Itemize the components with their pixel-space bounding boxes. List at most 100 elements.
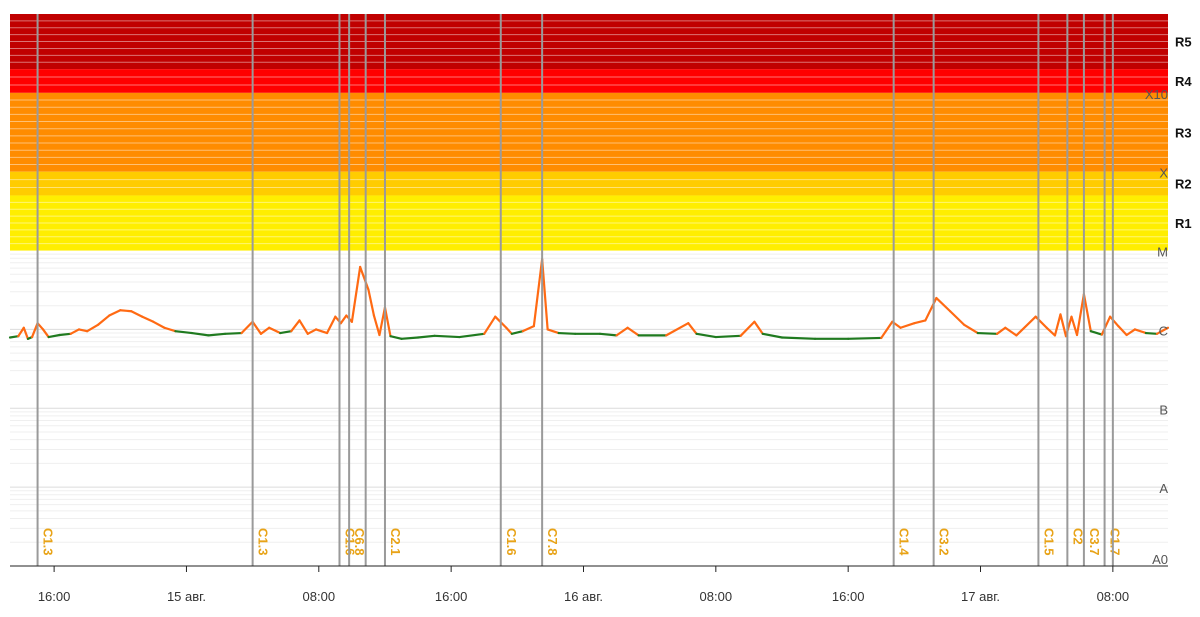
series-0-segment [97, 314, 111, 326]
band-r1 [10, 195, 1168, 251]
x-tick-label: 08:00 [1097, 589, 1130, 604]
series-0-segment [47, 333, 61, 339]
flare-label: C1.3 [256, 528, 271, 555]
x-tick-label: 16:00 [38, 589, 71, 604]
x-tick-label: 16:00 [435, 589, 468, 604]
series-0-segment [615, 326, 629, 337]
series-0-segment [306, 328, 318, 335]
flare-label: C2 [1070, 528, 1085, 545]
x-tick-label: 08:00 [700, 589, 733, 604]
series-0-segment [1108, 315, 1120, 328]
series-0-segment [359, 265, 370, 291]
series-0-segment [1070, 315, 1079, 337]
series-0-segment [1053, 313, 1062, 337]
series-0-segment [1075, 293, 1086, 337]
radio-blackout-bands: R5 R4 R3 R2 R1 [10, 14, 1192, 251]
flare-label: C6.8 [352, 528, 367, 555]
band-label-r4: R4 [1175, 74, 1192, 89]
flare-label: C1.7 [1108, 528, 1123, 555]
series-0-segment [510, 330, 524, 335]
series-0-segment [86, 323, 100, 333]
series-0-segment [279, 330, 293, 335]
series-0-segment [339, 314, 348, 325]
series-0-segment [1117, 325, 1128, 337]
series-0-segment [389, 335, 403, 340]
class-label-c: C [1159, 323, 1168, 338]
series-0-segment [17, 326, 25, 338]
series-0-segment [259, 326, 271, 335]
series-0-segment [8, 335, 20, 339]
series-0-segment [924, 296, 938, 322]
series-0-segment [739, 320, 756, 337]
series-0-segment [69, 328, 81, 335]
series-0-segment [962, 323, 979, 335]
series-0-segment [163, 326, 177, 333]
series-0-segment [400, 336, 420, 340]
series-0-segment [976, 331, 999, 335]
flare-label: C3.2 [937, 528, 952, 555]
class-label-b: B [1159, 402, 1168, 417]
band-r2 [10, 171, 1168, 196]
series-0-segment [913, 319, 927, 325]
series-0-segment [847, 336, 883, 340]
series-0-segment [483, 315, 497, 335]
x-axis: 16:00 15 авг. 08:00 16:00 16 авг. 08:00 16:00 1… [10, 565, 1168, 604]
flare-label: C1.3 [41, 528, 56, 555]
scale-labels: X10 X M C B A A0 [1145, 87, 1168, 567]
flare-label: C7.8 [545, 528, 560, 555]
series-0-segment [626, 326, 640, 337]
series-0-segment [41, 328, 50, 339]
series-0-segment [1082, 293, 1092, 333]
series-0-segment [141, 315, 155, 323]
flare-label: C2.1 [388, 528, 403, 555]
series-0-segment [1034, 315, 1048, 329]
series-0-segment [108, 309, 122, 317]
series-0-segment [1155, 326, 1170, 335]
series-0-segment [714, 334, 742, 339]
series-0-segment [880, 320, 894, 340]
series-0-segment [372, 314, 381, 337]
series-0-segment [546, 328, 560, 335]
series-0-segment [298, 319, 309, 335]
x-tick-label: 17 авг. [961, 589, 1000, 604]
band-label-r1: R1 [1175, 216, 1192, 231]
series-0-segment [1125, 328, 1137, 337]
series-0-segment [995, 326, 1007, 335]
series-0-segment [350, 265, 362, 323]
series-0-segment [416, 334, 436, 339]
series-0-segment [174, 330, 194, 335]
series-0-segment [949, 310, 966, 326]
x-tick-label: 16 авг. [564, 589, 603, 604]
series-0-segment [899, 322, 916, 329]
band-label-r3: R3 [1175, 125, 1192, 140]
series-0-segment [268, 326, 282, 335]
series-0-segment [780, 336, 817, 340]
grid-lines [10, 253, 1168, 567]
series-0-segment [22, 326, 30, 340]
series-0-segment [935, 296, 952, 313]
series-0-segment [1059, 313, 1068, 338]
series-0-segment [58, 332, 72, 337]
band-r3 [10, 92, 1168, 172]
flux-series [8, 257, 1170, 340]
series-0-segment [521, 325, 535, 333]
series-0-segment [240, 320, 254, 335]
flare-label: C1.5 [1041, 528, 1056, 555]
series-0-segment [77, 328, 89, 333]
series-0-segment [190, 331, 210, 337]
series-0-segment [119, 309, 133, 313]
band-r4 [10, 69, 1168, 93]
series-0-segment [314, 328, 329, 335]
series-0-segment [325, 315, 337, 335]
series-0-segment [1089, 330, 1103, 336]
x-tick-label: 08:00 [303, 589, 336, 604]
series-0-segment [1004, 326, 1018, 337]
flare-label: C3.7 [1087, 528, 1102, 555]
x-tick-label: 15 авг. [167, 589, 206, 604]
band-label-r2: R2 [1175, 177, 1192, 192]
class-label-a: A [1159, 481, 1168, 496]
series-0-segment [1144, 331, 1159, 335]
series-0-segment [532, 257, 544, 328]
series-0-segment [433, 334, 461, 339]
